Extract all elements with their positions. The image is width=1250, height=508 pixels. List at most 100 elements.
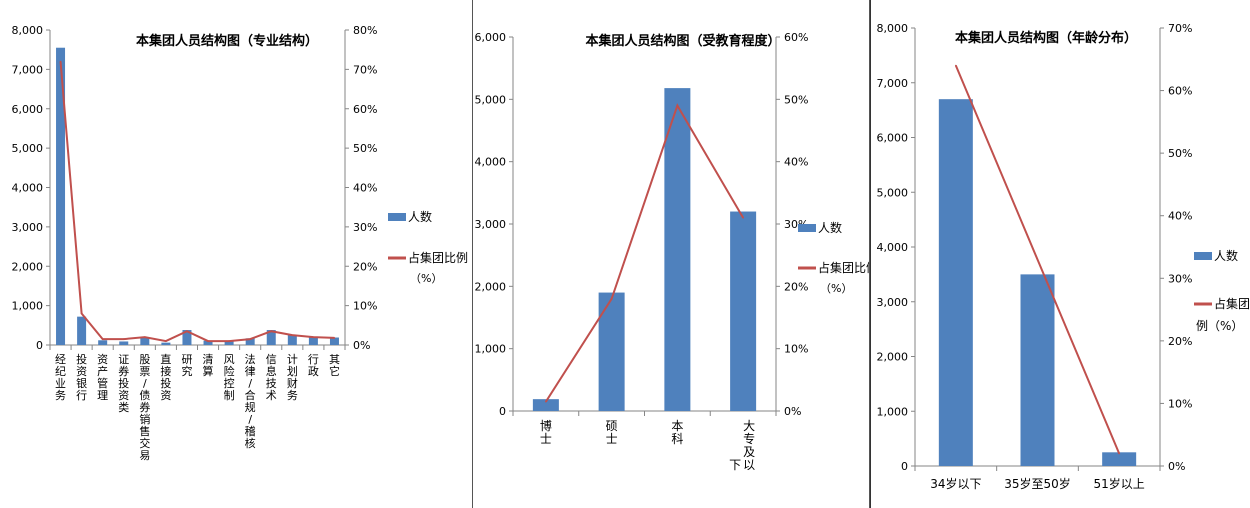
x-category-label: 风险控制 xyxy=(224,353,235,402)
line-point-7 xyxy=(207,340,209,342)
legend-line-label: 占集团比 xyxy=(1214,296,1250,311)
bar-4 xyxy=(140,337,150,345)
x-category-label: 35岁至50岁 xyxy=(1004,476,1071,491)
bar-1 xyxy=(598,292,625,411)
y2-tick-label: 10% xyxy=(784,343,808,356)
bar-0 xyxy=(938,99,973,467)
y-tick-label: 8,000 xyxy=(877,22,909,35)
y-tick-label: 2,000 xyxy=(12,260,44,273)
legend-line-label: 占集团比例 xyxy=(818,260,869,275)
line-point-0 xyxy=(545,400,547,403)
bar-2 xyxy=(664,88,691,411)
line-point-2 xyxy=(101,338,104,340)
x-category-label: 研究 xyxy=(181,353,192,378)
y2-tick-label: 30% xyxy=(353,221,377,234)
bar-2 xyxy=(98,340,108,345)
x-category-label: 大专及以 xyxy=(743,419,755,472)
chart-title: 本集团人员结构图（年龄分布） xyxy=(955,30,1137,46)
legend-line-label-cont: （%） xyxy=(820,282,852,295)
x-category-label: 证券投资类 xyxy=(118,353,129,414)
x-category-label: 直接投资 xyxy=(160,352,171,402)
y2-tick-label: 70% xyxy=(1168,22,1192,35)
y2-tick-label: 0% xyxy=(784,405,801,418)
legend-line-label: 占集团比例 xyxy=(408,250,468,265)
bar-12 xyxy=(308,337,318,345)
line-point-2 xyxy=(1118,452,1120,455)
y2-tick-label: 20% xyxy=(1168,335,1192,348)
chart-education: 本集团人员结构图（受教育程度） 0 1,000 2,000 3,000 4,000 5,00… xyxy=(475,31,870,472)
y2-tick-label: 0% xyxy=(353,339,370,352)
x-category-label: 博士 xyxy=(540,418,552,446)
x-category-label: 本科 xyxy=(671,419,683,446)
chart-age: 本集团人员结构图（年龄分布） 0 1,000 2,000 3,000 4,000 5,000… xyxy=(877,22,1250,491)
legend-line-label-cont: 例（%） xyxy=(1196,319,1243,333)
y-tick-label: 0 xyxy=(499,405,506,418)
y-tick-label: 6,000 xyxy=(475,31,507,44)
bar-0 xyxy=(56,47,66,345)
line-point-0 xyxy=(59,60,62,63)
bar-0 xyxy=(532,399,559,411)
x-category-label: 计划财务 xyxy=(287,353,298,402)
y2-tick-label: 30% xyxy=(1168,272,1192,285)
y2-tick-label: 50% xyxy=(784,93,808,106)
y-tick-label: 1,000 xyxy=(12,300,44,313)
legend-bar-label: 人数 xyxy=(818,220,842,235)
y-tick-label: 3,000 xyxy=(475,218,507,231)
x-category-label: 资产管理 xyxy=(97,353,108,402)
chart-title: 本集团人员结构图（专业结构） xyxy=(136,33,318,49)
line-point-3 xyxy=(122,338,125,340)
bar-2 xyxy=(1102,452,1137,466)
x-category-label: 信息技术 xyxy=(266,353,277,402)
y-tick-label: 2,000 xyxy=(475,280,507,293)
x-category-label: 投资银行 xyxy=(76,352,87,402)
y2-tick-label: 40% xyxy=(1168,210,1192,223)
x-category-label: 硕士 xyxy=(606,419,618,446)
y2-tick-label: 20% xyxy=(353,260,377,273)
y-tick-label: 0 xyxy=(901,460,908,473)
bar-3 xyxy=(730,211,757,411)
line-point-2 xyxy=(676,104,679,107)
legend-bar-swatch xyxy=(1194,252,1212,260)
line-point-1 xyxy=(610,298,613,300)
y2-tick-label: 50% xyxy=(1168,147,1192,160)
line-point-13 xyxy=(333,337,336,339)
x-category-label: 其它 xyxy=(329,353,340,378)
bar-6 xyxy=(182,330,192,345)
line-point-5 xyxy=(165,340,167,342)
line-point-11 xyxy=(291,334,294,336)
y2-tick-label: 40% xyxy=(784,156,808,169)
bar-5 xyxy=(161,342,171,345)
line-point-1 xyxy=(80,312,83,315)
bar-1 xyxy=(77,316,87,345)
y2-tick-label: 10% xyxy=(353,300,377,313)
line-point-0 xyxy=(955,64,957,67)
y2-tick-label: 20% xyxy=(784,280,808,293)
y-tick-label: 0 xyxy=(36,339,43,352)
y2-tick-label: 40% xyxy=(353,182,377,195)
line-point-1 xyxy=(1036,258,1039,261)
x-category-label-cont: 下 xyxy=(729,458,741,472)
y2-tick-label: 50% xyxy=(353,142,377,155)
y-tick-label: 4,000 xyxy=(475,156,507,169)
y-tick-label: 3,000 xyxy=(12,221,44,234)
line-series xyxy=(59,61,335,343)
line-point-6 xyxy=(186,330,188,333)
bar-11 xyxy=(287,334,297,345)
y-tick-label: 4,000 xyxy=(877,241,909,254)
x-category-label: 股票/债券销售交易 xyxy=(139,353,150,462)
line-point-4 xyxy=(144,336,146,338)
y-tick-label: 6,000 xyxy=(12,103,44,116)
y-tick-label: 8,000 xyxy=(12,24,44,37)
legend-line-label-cont: （%） xyxy=(410,272,442,285)
y-tick-label: 2,000 xyxy=(877,351,909,364)
chart-panel-age: 本集团人员结构图（年龄分布） 0 1,000 2,000 3,000 4,000 5,000… xyxy=(870,0,1250,508)
chart-panel-education: 本集团人员结构图（受教育程度） 0 1,000 2,000 3,000 4,000 5,00… xyxy=(473,0,870,508)
y2-tick-label: 10% xyxy=(1168,397,1192,410)
x-category-label: 51岁以上 xyxy=(1094,476,1145,491)
chart-title: 本集团人员结构图（受教育程度） xyxy=(585,33,780,49)
y-tick-label: 4,000 xyxy=(12,182,44,195)
legend-bar-swatch xyxy=(798,224,816,232)
bar-1 xyxy=(1020,274,1055,466)
x-category-label: 法律/合规/稽核 xyxy=(245,352,256,450)
y2-tick-label: 0% xyxy=(1168,460,1185,473)
